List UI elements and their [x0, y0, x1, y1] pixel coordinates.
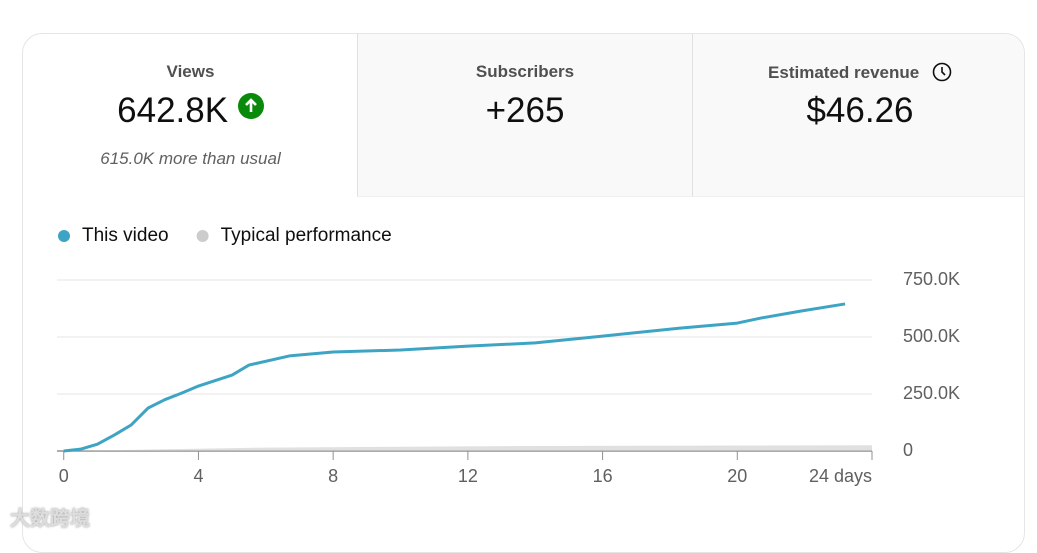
line [63, 302, 846, 453]
metric-note: 615.0K more than usual [100, 149, 281, 168]
metric-title: Views [166, 62, 215, 81]
legend-swatch [196, 230, 209, 242]
x-tick-label: 12 [458, 466, 478, 486]
x-tick-label: 8 [328, 466, 338, 486]
legend-item[interactable]: This video [58, 225, 169, 246]
up-icon [237, 93, 264, 119]
x-tick-label: 4 [193, 466, 203, 486]
metric-card[interactable]: Estimated revenue $46.26 [692, 34, 1024, 197]
y-tick-label: 500.0K [903, 326, 960, 346]
metric-title-text: Estimated revenue [768, 63, 920, 82]
legend-label: This video [82, 225, 169, 246]
y-tick-label: 0 [903, 440, 913, 460]
clock-icon[interactable] [932, 62, 952, 82]
metric-number: 642.8K [117, 91, 229, 130]
legend-item[interactable]: Typical performance [196, 225, 392, 246]
typical-area [63, 445, 873, 451]
metric-title: Estimated revenue [693, 62, 1024, 83]
analytics-panel: Views 642.8K 615.0K more than usual Subs… [22, 33, 1025, 553]
metric-value: $46.26 [806, 91, 914, 130]
x-tick-label: 16 [593, 466, 613, 486]
y-tick-label: 750.0K [903, 269, 960, 289]
y-tick-label: 250.0K [903, 383, 960, 403]
metric-value: +265 [485, 91, 565, 130]
metric-value: 642.8K [23, 91, 358, 131]
x-tick-label: 20 [727, 466, 747, 486]
chart: This video Typical performance 0 250.0K 500.… [57, 225, 960, 486]
metric-card[interactable]: Subscribers +265 [357, 34, 692, 197]
legend-swatch [58, 230, 70, 242]
page: {"cards": [ {"title": "Views", "value": … [10, 33, 1025, 553]
x-tick-label: 24 days [809, 466, 872, 486]
legend-label: Typical performance [221, 225, 392, 246]
x-tick-label: 0 [59, 466, 69, 486]
metric-title: Subscribers [475, 62, 575, 81]
metric-card[interactable]: Views 642.8K 615.0K more than usual [23, 34, 358, 197]
watermark: 大数跨境 [10, 508, 90, 530]
